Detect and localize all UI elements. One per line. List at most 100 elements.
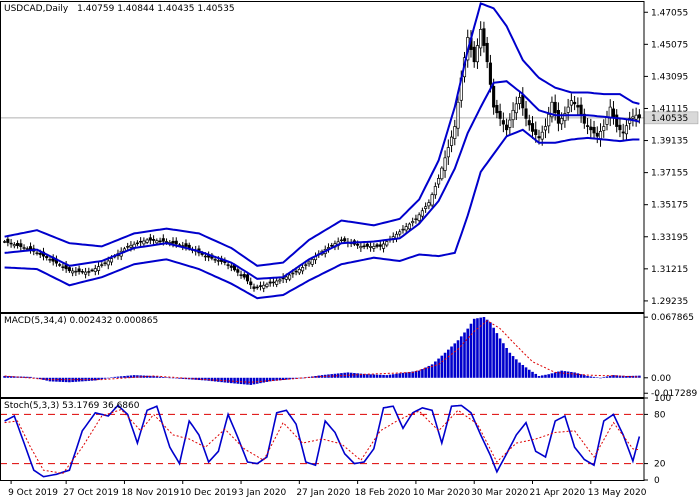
candle[interactable] — [518, 91, 522, 110]
candle[interactable] — [74, 266, 78, 276]
candle[interactable] — [631, 108, 635, 127]
candle[interactable] — [6, 235, 10, 247]
macd-bar[interactable] — [110, 377, 113, 378]
candle[interactable] — [514, 96, 518, 120]
macd-bar[interactable] — [220, 377, 223, 383]
candle[interactable] — [524, 100, 528, 127]
candle[interactable] — [543, 118, 548, 139]
candle[interactable] — [126, 242, 130, 250]
macd-bar[interactable] — [621, 375, 625, 378]
macd-bar[interactable] — [586, 376, 589, 378]
candle[interactable] — [271, 277, 275, 287]
macd-bar[interactable] — [450, 346, 453, 378]
macd-bar[interactable] — [113, 376, 117, 378]
candle[interactable] — [530, 116, 535, 139]
macd-bar[interactable] — [74, 377, 78, 382]
candle[interactable] — [550, 96, 554, 123]
macd-bar[interactable] — [9, 376, 13, 378]
candle[interactable] — [265, 282, 269, 289]
macd-bar[interactable] — [508, 352, 512, 378]
macd-bar[interactable] — [275, 377, 278, 381]
macd-bar[interactable] — [605, 376, 609, 378]
macd-bar[interactable] — [544, 374, 547, 378]
macd-bar[interactable] — [401, 372, 405, 378]
candle[interactable] — [433, 182, 437, 199]
macd-bar[interactable] — [165, 377, 168, 378]
macd-bar[interactable] — [502, 343, 505, 378]
macd-bar[interactable] — [255, 377, 259, 384]
macd-bar[interactable] — [527, 369, 531, 378]
candle[interactable] — [252, 283, 256, 292]
candle[interactable] — [262, 281, 266, 293]
candle[interactable] — [440, 166, 444, 181]
macd-bar[interactable] — [278, 377, 282, 381]
candle[interactable] — [582, 108, 586, 129]
candle[interactable] — [618, 117, 622, 138]
macd-bar[interactable] — [230, 377, 233, 384]
macd-bar[interactable] — [155, 376, 159, 378]
macd-bar[interactable] — [430, 364, 434, 378]
candle[interactable] — [624, 118, 628, 141]
macd-bar[interactable] — [58, 377, 61, 382]
candle[interactable] — [437, 174, 441, 188]
macd-bar[interactable] — [612, 375, 615, 378]
candle[interactable] — [16, 240, 20, 249]
macd-bar[interactable] — [226, 377, 230, 383]
macd-bar[interactable] — [440, 355, 444, 378]
candle[interactable] — [420, 207, 424, 220]
candle[interactable] — [453, 119, 457, 146]
macd-bar[interactable] — [395, 373, 398, 378]
macd-bar[interactable] — [252, 377, 256, 385]
macd-bar[interactable] — [336, 373, 340, 378]
macd-bar[interactable] — [90, 377, 94, 381]
macd-bar[interactable] — [489, 322, 492, 378]
candle[interactable] — [275, 278, 279, 288]
candle[interactable] — [398, 229, 402, 237]
candle[interactable] — [80, 268, 84, 275]
candle[interactable] — [563, 106, 567, 128]
macd-bar[interactable] — [550, 373, 554, 378]
macd-bar[interactable] — [25, 376, 29, 378]
candle[interactable] — [602, 119, 606, 138]
macd-bar[interactable] — [356, 373, 359, 378]
macd-bar[interactable] — [524, 367, 528, 378]
macd-bar[interactable] — [123, 376, 126, 378]
candle[interactable] — [443, 150, 447, 178]
macd-bar[interactable] — [625, 376, 628, 378]
macd-bar[interactable] — [217, 377, 220, 382]
macd-bar[interactable] — [615, 375, 619, 378]
candle[interactable] — [19, 239, 23, 251]
macd-bar[interactable] — [129, 375, 133, 378]
macd-bar[interactable] — [608, 375, 612, 378]
candle[interactable] — [48, 256, 52, 263]
macd-bar[interactable] — [592, 376, 596, 378]
candle[interactable] — [589, 118, 593, 138]
macd-bar[interactable] — [566, 371, 570, 378]
candle[interactable] — [573, 95, 577, 111]
macd-bar[interactable] — [259, 377, 262, 384]
candle[interactable] — [527, 114, 531, 131]
macd-bar[interactable] — [398, 373, 402, 378]
macd-bar[interactable] — [382, 374, 385, 378]
candle[interactable] — [297, 267, 301, 275]
macd-bar[interactable] — [388, 374, 392, 378]
macd-bar[interactable] — [207, 377, 210, 381]
candle[interactable] — [595, 126, 599, 144]
candle[interactable] — [511, 102, 515, 128]
macd-bar[interactable] — [93, 377, 97, 381]
candle[interactable] — [90, 268, 94, 273]
candle[interactable] — [488, 54, 492, 93]
macd-bar[interactable] — [404, 372, 408, 378]
candle[interactable] — [475, 38, 480, 69]
stochastic-panel[interactable]: 100 80 20 0 — [0, 394, 671, 486]
macd-bar[interactable] — [466, 328, 470, 378]
macd-bar[interactable] — [492, 327, 495, 378]
macd-bar[interactable] — [618, 375, 622, 378]
candle[interactable] — [381, 239, 386, 253]
macd-bar[interactable] — [29, 376, 32, 378]
candle[interactable] — [77, 265, 81, 275]
macd-bar[interactable] — [233, 377, 236, 384]
macd-bar[interactable] — [482, 317, 486, 378]
macd-bar[interactable] — [595, 377, 599, 378]
